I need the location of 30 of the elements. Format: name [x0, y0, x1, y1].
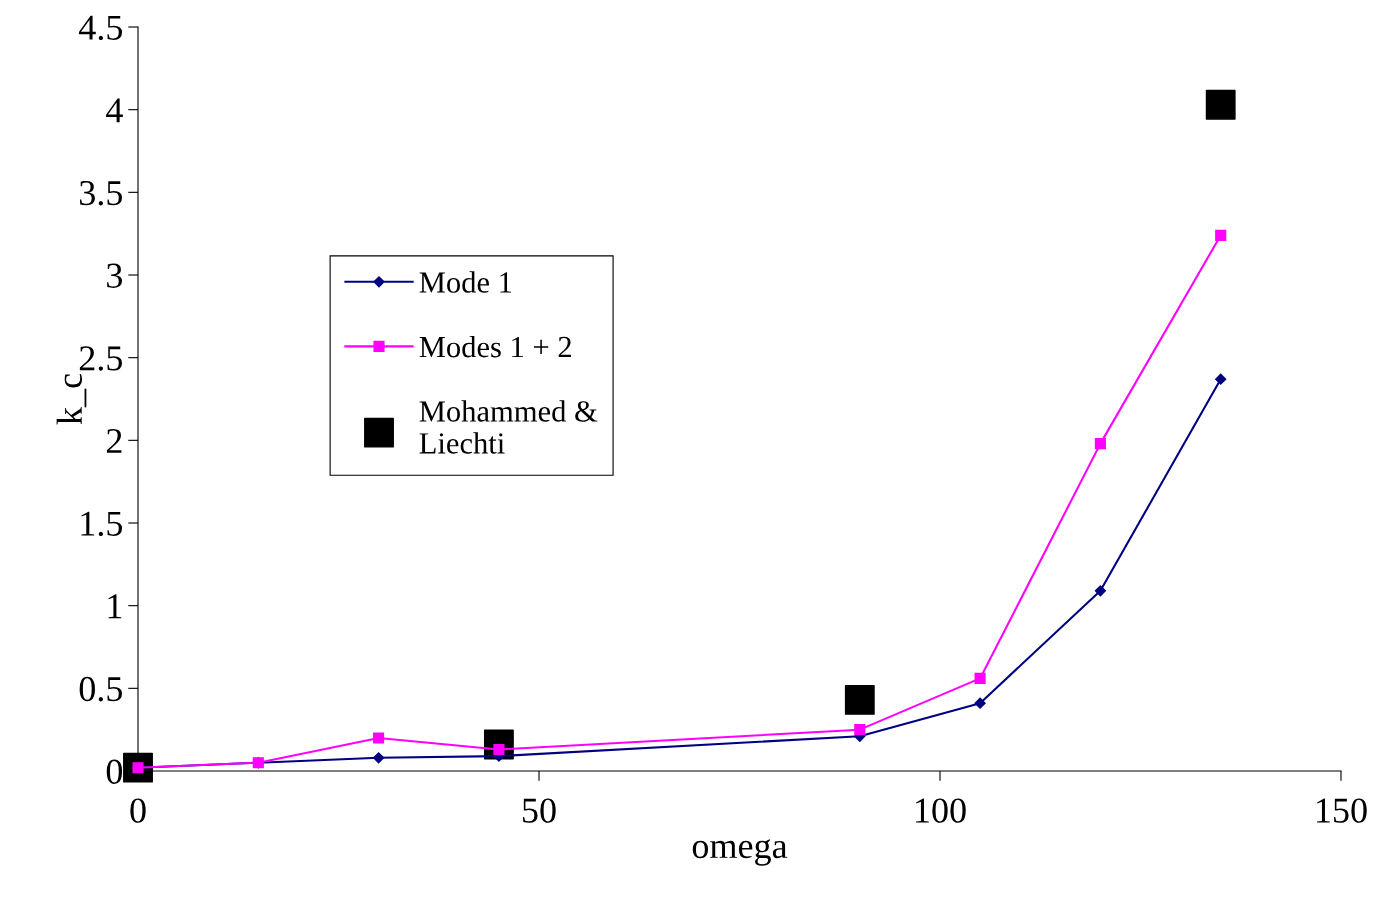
x-tick-label: 0 [130, 798, 146, 823]
y-tick-label: 3 [107, 263, 123, 288]
x-axis-title: omega [692, 839, 788, 866]
y-tick-label: 0 [106, 759, 123, 784]
point [1094, 585, 1107, 597]
point [974, 697, 986, 709]
x-tick-label: 100 [916, 798, 966, 823]
point [1094, 438, 1106, 450]
y-tick-label: 2 [106, 428, 122, 453]
y-tick-label: 3.5 [80, 180, 123, 206]
point [373, 732, 385, 744]
point [1215, 373, 1227, 385]
point [1215, 229, 1227, 241]
legend-label: Modes 1 + 2 [419, 335, 571, 358]
point [844, 684, 875, 715]
y-tick-label: 2.5 [79, 346, 123, 371]
y-tick-label: 1.5 [81, 511, 123, 537]
y-axis-title: k_c [56, 374, 87, 425]
y-tick-label: 4.5 [78, 15, 123, 41]
legend-label: Mode 1 [419, 271, 512, 293]
point [372, 752, 385, 764]
legend-label: Mohammed & Liechti [419, 400, 598, 454]
y-tick-label: 0.5 [79, 676, 123, 702]
point [974, 672, 986, 684]
y-tick-label: 1 [108, 594, 122, 619]
x-tick-label: 150 [1317, 798, 1367, 823]
point [854, 724, 866, 736]
x-tick-label: 50 [523, 798, 556, 823]
y-tick-label: 4 [106, 98, 123, 123]
point [1205, 89, 1236, 120]
